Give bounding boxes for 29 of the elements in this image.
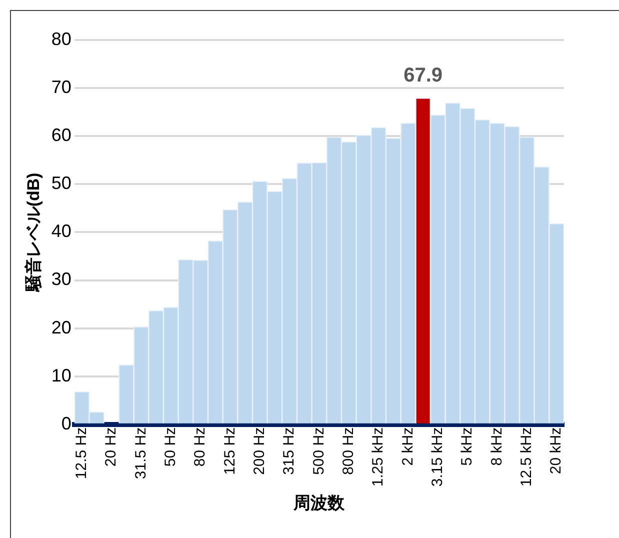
y-tick-label: 0 xyxy=(61,413,72,434)
x-tick-label: 8 kHz xyxy=(488,427,506,466)
x-tick-label: 12.5 kHz xyxy=(518,427,536,487)
x-tick-label: 800 Hz xyxy=(340,427,358,475)
y-tick-label: 30 xyxy=(51,269,72,290)
x-axis-title: 周波数 xyxy=(292,493,346,512)
y-tick-label: 40 xyxy=(51,221,72,242)
x-tick-label: 2 kHz xyxy=(399,427,416,466)
x-tick-label: 50 Hz xyxy=(162,427,179,467)
x-tick-label: 20 Hz xyxy=(102,427,120,467)
y-tick-label: 80 xyxy=(51,28,72,49)
y-tick-label: 10 xyxy=(51,365,72,386)
x-tick-label: 200 Hz xyxy=(251,427,268,475)
y-axis-title: 騒音レベル(dB) xyxy=(24,172,43,293)
data-label: 67.9 xyxy=(404,64,443,87)
x-tick-label: 1.25 kHz xyxy=(370,427,387,487)
x-tick-label: 125 Hz xyxy=(221,427,238,475)
y-tick-label: 70 xyxy=(51,77,72,98)
x-tick-label: 5 kHz xyxy=(458,427,476,466)
y-tick-label: 50 xyxy=(51,173,72,194)
x-tick-label: 315 Hz xyxy=(280,427,298,475)
x-tick-label: 3.15 kHz xyxy=(429,427,446,487)
x-tick-label: 31.5 Hz xyxy=(132,427,150,480)
x-tick-label: 80 Hz xyxy=(192,427,209,467)
x-tick-label: 20 kHz xyxy=(548,427,565,474)
y-tick-label: 60 xyxy=(51,125,72,146)
y-tick-label: 20 xyxy=(51,317,72,338)
x-tick-label: 12.5 Hz xyxy=(72,427,90,480)
x-tick-label: 500 Hz xyxy=(310,427,328,475)
